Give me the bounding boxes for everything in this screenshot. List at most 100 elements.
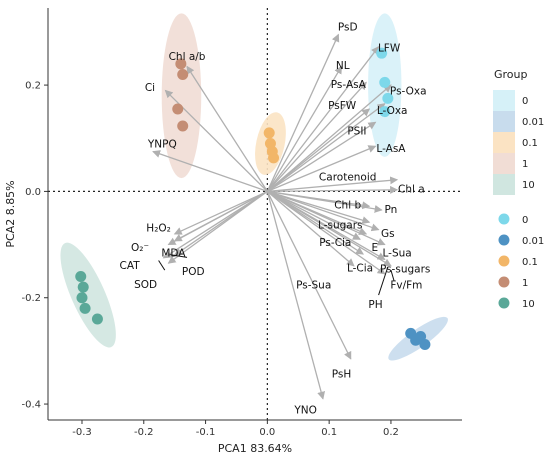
x-axis: -0.3 -0.2 -0.1 0.0 0.1 0.2	[48, 419, 462, 438]
loading-arrow	[267, 176, 399, 193]
loading-label: CAT	[120, 260, 141, 272]
legend-fill-label: 0.1	[522, 138, 538, 149]
group-ellipse-1	[161, 13, 202, 179]
loading-arrow	[267, 190, 386, 246]
loading-arrow	[186, 65, 268, 192]
loading-label: H₂O₂	[146, 223, 171, 235]
loading-arrow	[266, 108, 371, 192]
plot-area: PsD LFW NL Ps-AsA Ps-Oxa PsFW L-Oxa PSII L-AsA Ca…	[48, 8, 462, 420]
loading-arrow	[267, 185, 399, 194]
loading-label: MDA	[161, 248, 186, 260]
loading-label: PsD	[338, 22, 358, 34]
loading-label: PH	[368, 299, 382, 311]
loading-arrow	[266, 65, 343, 192]
loading-label: Ps-Oxa	[390, 85, 427, 97]
point-group-10	[79, 302, 91, 314]
y-tick-label: 0.2	[25, 81, 41, 92]
point-group-0	[376, 47, 388, 59]
point-group-10	[76, 292, 88, 304]
loading-label: Ps-Sua	[296, 279, 331, 291]
y-axis: -0.4 -0.2 0.0 0.2	[21, 8, 49, 420]
loading-arrow	[167, 190, 268, 246]
legend-point-label: 10	[522, 299, 535, 310]
loading-arrow	[267, 190, 380, 232]
loading-arrow	[266, 46, 380, 192]
legend-title: Group	[494, 68, 528, 81]
legend-point-key	[498, 234, 510, 246]
loading-label: Pn	[385, 204, 398, 216]
loading-arrow	[267, 145, 377, 193]
loading-label: YNO	[293, 404, 317, 416]
point-group-0	[379, 106, 391, 118]
loading-label: PsH	[332, 369, 352, 381]
point-group-10	[77, 281, 89, 293]
legend-fill-key	[493, 174, 515, 195]
loading-arrow	[266, 103, 386, 192]
loading-label: SOD	[134, 279, 157, 291]
loading-arrow	[266, 84, 392, 192]
loading-label: Ps-sugars	[380, 263, 430, 275]
legend-fill-label: 0.01	[522, 117, 544, 128]
x-tick-label: -0.3	[72, 427, 92, 438]
loading-label: Fv/Fm	[390, 279, 422, 291]
point-group-0.1	[263, 127, 275, 139]
loading-label: L-Cia	[347, 262, 373, 274]
point-group-1	[175, 58, 187, 70]
loading-label: Ps-AsA	[331, 79, 367, 91]
legend-point-key	[498, 213, 510, 225]
loading-arrow	[267, 190, 361, 240]
legend-point-label: 0.01	[522, 236, 544, 247]
loading-label: PsFW	[328, 100, 357, 112]
legend-fill-label: 1	[522, 159, 528, 170]
loading-arrow	[267, 121, 377, 192]
point-group-0.01	[419, 339, 431, 351]
loading-label: Carotenoid	[319, 172, 377, 184]
legend-point-label: 0.1	[522, 257, 538, 268]
loading-arrow	[267, 190, 383, 213]
loading-label: Ci	[145, 82, 155, 94]
legend-fill-label: 10	[522, 180, 535, 191]
loading-arrow	[266, 81, 367, 192]
label-callout-line	[378, 266, 389, 296]
legend-fill-key	[493, 132, 515, 153]
y-tick-label: -0.2	[21, 293, 41, 304]
legend-point-key	[498, 255, 510, 267]
loading-label: NL	[336, 60, 350, 72]
loading-label: Chl a/b	[169, 51, 206, 63]
loading-arrow	[266, 33, 340, 192]
loading-label: O₂⁻	[131, 242, 149, 254]
loading-arrow	[267, 190, 392, 267]
point-group-0	[379, 76, 391, 88]
loading-arrow	[266, 191, 352, 360]
legend-fill-key	[493, 111, 515, 132]
loading-arrow	[167, 190, 268, 264]
loading-arrow	[267, 190, 371, 225]
label-callout-line	[158, 260, 166, 271]
x-axis-title: PCA1 83.64%	[218, 442, 292, 455]
y-tick-label: -0.4	[21, 400, 41, 411]
loading-label: L-Sua	[383, 248, 412, 260]
loading-label: Gs	[381, 228, 395, 240]
legend-point-label: 1	[522, 278, 528, 289]
loading-arrow	[266, 190, 355, 267]
loading-label: E	[372, 242, 379, 254]
legend-point-label: 0	[522, 215, 528, 226]
loading-arrow	[266, 190, 386, 275]
loading-label: Chl a	[398, 184, 425, 196]
loading-label: L-sugars	[318, 219, 362, 231]
x-tick-label: -0.2	[134, 427, 154, 438]
legend-fill-key	[493, 90, 515, 111]
loading-arrow	[173, 190, 268, 235]
legend-fill-key	[493, 153, 515, 174]
y-axis-title: PCA2 8.85%	[4, 180, 17, 247]
point-group-1	[177, 68, 189, 80]
point-group-1	[177, 120, 189, 132]
legend: Group 0 0.01 0.1 1 10 0 0.01 0.1 1 10	[493, 68, 544, 310]
x-tick-label: -0.1	[196, 427, 216, 438]
loading-label: LFW	[378, 42, 401, 54]
label-callout-line	[169, 254, 188, 258]
loading-label: L-Oxa	[377, 105, 408, 117]
loading-label: YNPQ	[147, 139, 177, 151]
x-tick-label: 0.0	[259, 427, 275, 438]
